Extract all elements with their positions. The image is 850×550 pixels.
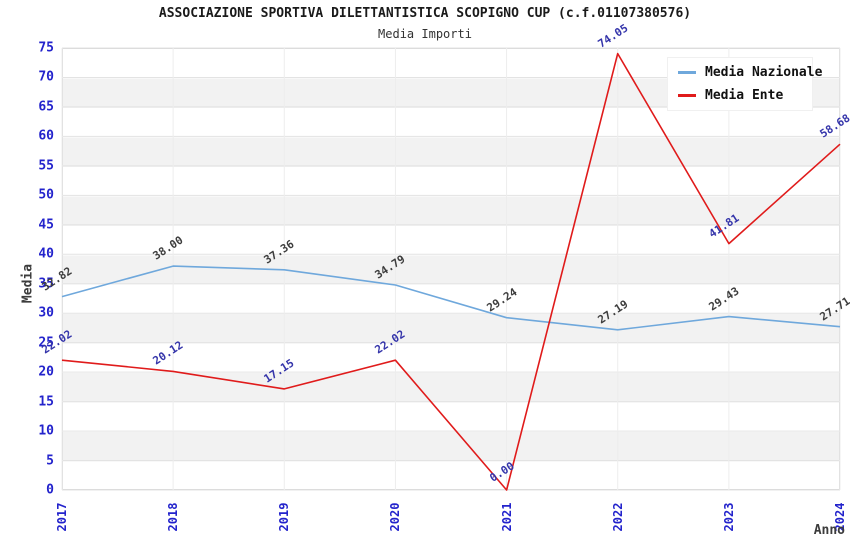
y-tick-label: 60 (38, 128, 54, 144)
y-axis-title: Media (20, 263, 36, 304)
x-tick-label: 2020 (388, 502, 403, 532)
x-tick-label: 2019 (277, 502, 292, 532)
y-tick-label: 10 (38, 423, 54, 439)
y-tick-label: 30 (38, 305, 54, 321)
chart-title: ASSOCIAZIONE SPORTIVA DILETTANTISTICA SC… (158, 6, 692, 21)
x-axis-title: Anno (813, 523, 845, 538)
y-tick-label: 45 (38, 217, 54, 233)
x-tick-label: 2023 (721, 502, 736, 532)
y-tick-label: 70 (38, 69, 54, 85)
y-tick-label: 50 (38, 187, 54, 203)
x-tick-label: 2017 (55, 502, 69, 532)
point-value-label: 74.05 (595, 21, 631, 51)
legend-label: Media Nazionale (705, 65, 823, 80)
legend: Media Nazionale Media Ente (667, 57, 822, 111)
legend-label: Media Ente (705, 88, 784, 103)
y-tick-label: 25 (38, 335, 54, 351)
y-tick-label: 15 (38, 394, 54, 410)
legend-entry: Media Ente (678, 88, 802, 103)
chart-subtitle: Media Importi (378, 27, 472, 41)
y-tick-label: 55 (38, 158, 54, 174)
x-tick-label: 2018 (166, 502, 181, 532)
legend-line-swatch (678, 94, 696, 97)
y-tick-label: 75 (38, 40, 54, 56)
legend-entry: Media Nazionale (678, 65, 822, 80)
x-tick-label: 2022 (610, 502, 625, 532)
y-tick-label: 20 (38, 364, 54, 380)
y-tick-label: 35 (38, 276, 54, 292)
y-tick-label: 65 (38, 99, 54, 115)
y-tick-label: 0 (46, 482, 54, 498)
y-tick-label: 40 (38, 246, 54, 262)
legend-line-swatch (678, 71, 696, 74)
plot-area (62, 48, 840, 490)
x-tick-label: 2021 (499, 502, 514, 532)
y-tick-label: 5 (46, 453, 54, 469)
